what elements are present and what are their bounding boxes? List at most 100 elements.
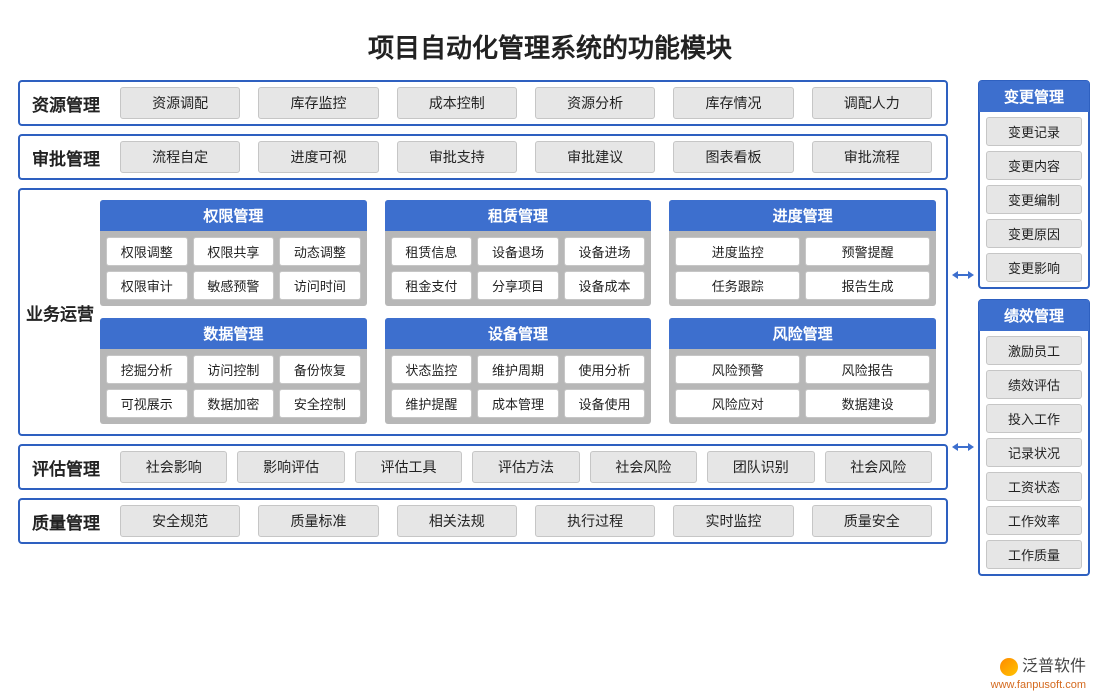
module-chip: 分享项目: [477, 271, 559, 300]
module-chip: 维护周期: [477, 355, 559, 384]
module-chip: 权限共享: [193, 237, 275, 266]
sidebar: 变更管理变更记录变更内容变更编制变更原因变更影响绩效管理激励员工绩效评估投入工作…: [978, 80, 1090, 576]
module-chip: 动态调整: [279, 237, 361, 266]
category-items: 社会影响影响评估评估工具评估方法社会风险团队识别社会风险: [112, 451, 940, 483]
sidebar-chip: 变更记录: [986, 117, 1082, 146]
feature-chip: 执行过程: [535, 505, 655, 537]
sidebar-chip: 工资状态: [986, 472, 1082, 501]
sidebar-chip: 激励员工: [986, 336, 1082, 365]
category-items: 安全规范质量标准相关法规执行过程实时监控质量安全: [112, 505, 940, 537]
sidebar-body: 激励员工绩效评估投入工作记录状况工资状态工作效率工作质量: [980, 336, 1088, 569]
feature-chip: 质量安全: [812, 505, 932, 537]
module-chip: 备份恢复: [279, 355, 361, 384]
module-header: 数据管理: [100, 318, 367, 349]
module-chip: 设备退场: [477, 237, 559, 266]
module-chip: 权限调整: [106, 237, 188, 266]
module-chip: 数据加密: [193, 389, 275, 418]
module-chip: 成本管理: [477, 389, 559, 418]
brand-logo-icon: [1000, 658, 1018, 676]
feature-chip: 社会影响: [120, 451, 227, 483]
module-chip: 敏感预警: [193, 271, 275, 300]
module-chip: 设备使用: [564, 389, 646, 418]
feature-chip: 资源调配: [120, 87, 240, 119]
biz-label: 业务运营: [20, 190, 100, 434]
module-body: 租赁信息设备退场设备进场租金支付分享项目设备成本: [385, 237, 652, 300]
sidebar-header: 绩效管理: [979, 300, 1089, 331]
feature-chip: 社会风险: [590, 451, 697, 483]
module-chip: 设备进场: [564, 237, 646, 266]
sidebar-chip: 变更影响: [986, 253, 1082, 282]
category-items: 资源调配库存监控成本控制资源分析库存情况调配人力: [112, 87, 940, 119]
feature-chip: 评估工具: [355, 451, 462, 483]
module-header: 设备管理: [385, 318, 652, 349]
module-chip: 访问控制: [193, 355, 275, 384]
biz-module: 风险管理风险预警风险报告风险应对数据建设: [669, 318, 936, 424]
brand-name: 泛普软件: [1022, 657, 1086, 678]
module-body: 权限调整权限共享动态调整权限审计敏感预警访问时间: [100, 237, 367, 300]
module-chip: 风险报告: [805, 355, 930, 384]
sidebar-chip: 绩效评估: [986, 370, 1082, 399]
connector-arrow-icon: [952, 268, 974, 282]
sidebar-chip: 工作效率: [986, 506, 1082, 535]
module-body: 状态监控维护周期使用分析维护提醒成本管理设备使用: [385, 355, 652, 418]
feature-chip: 审批流程: [812, 141, 932, 173]
category-label: 资源管理: [26, 91, 106, 116]
module-chip: 风险应对: [675, 389, 800, 418]
module-chip: 租赁信息: [391, 237, 473, 266]
category-items: 流程自定进度可视审批支持审批建议图表看板审批流程: [112, 141, 940, 173]
category-row: 审批管理流程自定进度可视审批支持审批建议图表看板审批流程: [18, 134, 948, 180]
category-row: 资源管理资源调配库存监控成本控制资源分析库存情况调配人力: [18, 80, 948, 126]
brand-url: www.fanpusoft.com: [991, 678, 1086, 692]
module-chip: 可视展示: [106, 389, 188, 418]
sidebar-chip: 投入工作: [986, 404, 1082, 433]
feature-chip: 审批支持: [397, 141, 517, 173]
sidebar-chip: 变更内容: [986, 151, 1082, 180]
module-chip: 租金支付: [391, 271, 473, 300]
sidebar-chip: 记录状况: [986, 438, 1082, 467]
module-chip: 预警提醒: [805, 237, 930, 266]
sidebar-block: 绩效管理激励员工绩效评估投入工作记录状况工资状态工作效率工作质量: [978, 299, 1090, 576]
category-label: 评估管理: [26, 455, 106, 480]
brand-footer: 泛普软件 www.fanpusoft.com: [991, 657, 1086, 692]
module-body: 进度监控预警提醒任务跟踪报告生成: [669, 237, 936, 300]
feature-chip: 团队识别: [707, 451, 814, 483]
module-chip: 状态监控: [391, 355, 473, 384]
feature-chip: 相关法规: [397, 505, 517, 537]
biz-module: 进度管理进度监控预警提醒任务跟踪报告生成: [669, 200, 936, 306]
module-chip: 安全控制: [279, 389, 361, 418]
feature-chip: 图表看板: [673, 141, 793, 173]
sidebar-block: 变更管理变更记录变更内容变更编制变更原因变更影响: [978, 80, 1090, 289]
module-chip: 使用分析: [564, 355, 646, 384]
module-header: 风险管理: [669, 318, 936, 349]
biz-container: 业务运营 权限管理权限调整权限共享动态调整权限审计敏感预警访问时间租赁管理租赁信…: [18, 188, 948, 436]
feature-chip: 安全规范: [120, 505, 240, 537]
feature-chip: 成本控制: [397, 87, 517, 119]
feature-chip: 进度可视: [258, 141, 378, 173]
module-chip: 报告生成: [805, 271, 930, 300]
feature-chip: 评估方法: [472, 451, 579, 483]
biz-module: 数据管理挖掘分析访问控制备份恢复可视展示数据加密安全控制: [100, 318, 367, 424]
sidebar-header: 变更管理: [979, 81, 1089, 112]
module-chip: 风险预警: [675, 355, 800, 384]
sidebar-chip: 工作质量: [986, 540, 1082, 569]
feature-chip: 库存情况: [673, 87, 793, 119]
module-header: 进度管理: [669, 200, 936, 231]
feature-chip: 库存监控: [258, 87, 378, 119]
page-title: 项目自动化管理系统的功能模块: [0, 0, 1100, 83]
module-chip: 数据建设: [805, 389, 930, 418]
module-chip: 维护提醒: [391, 389, 473, 418]
sidebar-chip: 变更编制: [986, 185, 1082, 214]
module-chip: 设备成本: [564, 271, 646, 300]
module-chip: 进度监控: [675, 237, 800, 266]
biz-module: 权限管理权限调整权限共享动态调整权限审计敏感预警访问时间: [100, 200, 367, 306]
category-row: 评估管理社会影响影响评估评估工具评估方法社会风险团队识别社会风险: [18, 444, 948, 490]
main-area: 资源管理资源调配库存监控成本控制资源分析库存情况调配人力审批管理流程自定进度可视…: [18, 80, 948, 552]
feature-chip: 流程自定: [120, 141, 240, 173]
feature-chip: 审批建议: [535, 141, 655, 173]
category-row: 质量管理安全规范质量标准相关法规执行过程实时监控质量安全: [18, 498, 948, 544]
module-header: 权限管理: [100, 200, 367, 231]
module-header: 租赁管理: [385, 200, 652, 231]
module-chip: 权限审计: [106, 271, 188, 300]
module-chip: 任务跟踪: [675, 271, 800, 300]
biz-module: 租赁管理租赁信息设备退场设备进场租金支付分享项目设备成本: [385, 200, 652, 306]
